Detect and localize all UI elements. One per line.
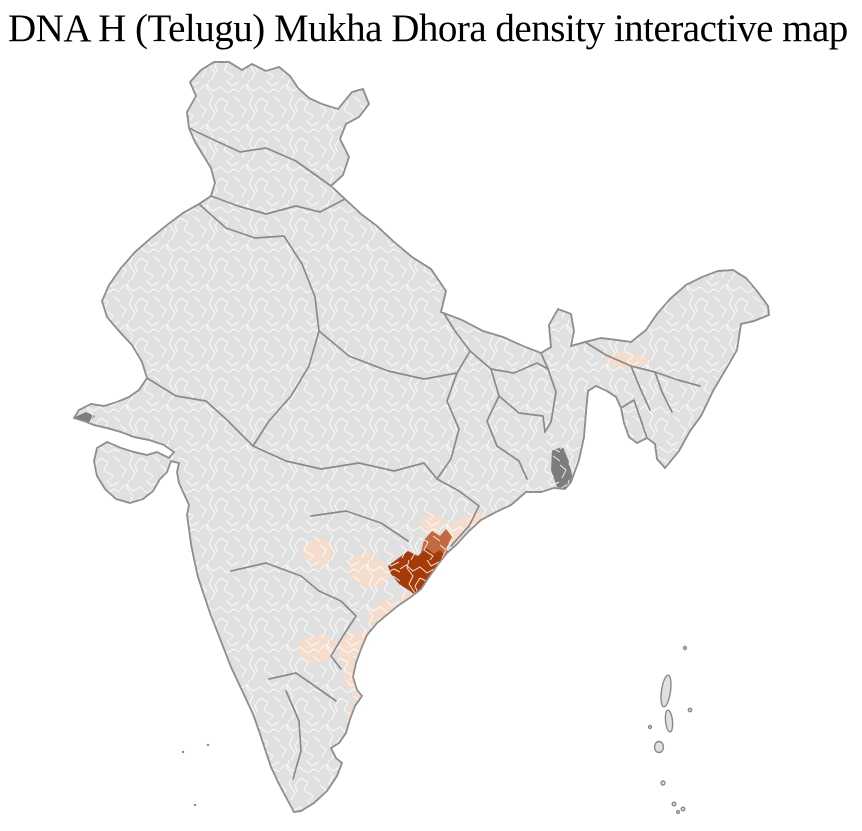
lakshadweep-islands[interactable] — [181, 743, 210, 807]
state-borders — [146, 127, 701, 780]
andaman-nicobar-islands[interactable] — [647, 645, 693, 815]
page-title: DNA H (Telugu) Mukha Dhora density inter… — [8, 7, 848, 50]
